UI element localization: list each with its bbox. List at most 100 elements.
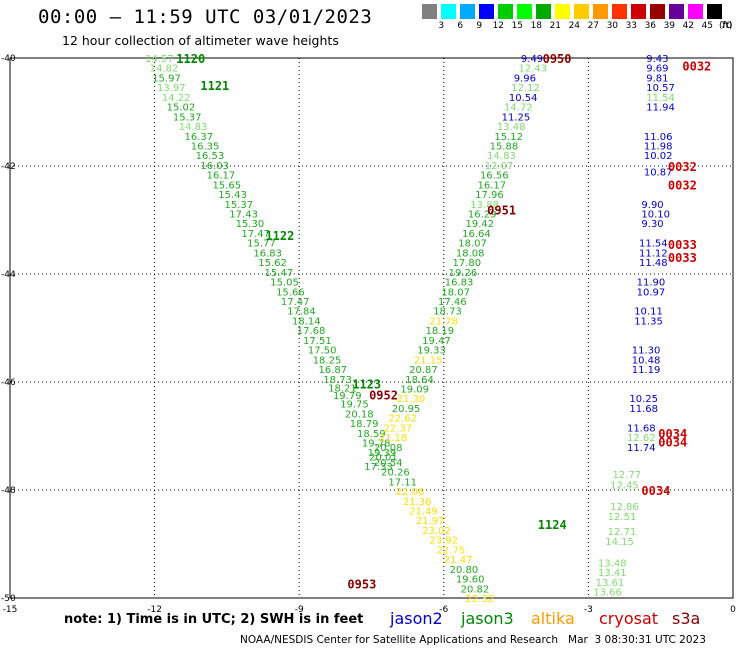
wave-height-point: 21.97 [416, 516, 445, 527]
wave-height-point: 15.30 [236, 219, 265, 230]
satellite-label: jason2 [390, 609, 443, 628]
wave-height-point: 14.57 [145, 54, 174, 65]
wave-height-point: 17.47 [241, 229, 270, 240]
legend-label: 9 [476, 21, 483, 31]
wave-height-point: 19.79 [333, 391, 362, 402]
time-label: 0951 [487, 203, 516, 217]
wave-height-point: 17.11 [388, 477, 417, 488]
wave-height-point: 9.96 [514, 73, 536, 84]
time-label: 0953 [347, 578, 376, 592]
wave-height-point: 10.48 [632, 355, 661, 366]
satellite-label: jason3 [461, 609, 514, 628]
wave-height-point: 11.54 [639, 239, 668, 250]
wave-height-point: 22.32 [465, 594, 494, 605]
wave-height-point: 11.06 [644, 132, 673, 143]
wave-height-point: 15.37 [224, 200, 253, 211]
wave-height-point: 11.19 [632, 365, 661, 376]
y-tick-label: -42 [1, 162, 16, 172]
wave-height-point: 11.94 [646, 103, 675, 114]
wave-height-point: 14.22 [162, 93, 191, 104]
wave-height-point: 15.97 [152, 73, 181, 84]
wave-height-point: 17.80 [452, 258, 481, 269]
wave-height-point: 18.19 [425, 326, 454, 337]
wave-height-point: 10.97 [637, 287, 666, 298]
satellite-label: cryosat [599, 609, 659, 628]
wave-height-point: 16.37 [184, 132, 213, 143]
legend-swatch [669, 4, 684, 19]
legend-swatch [517, 4, 532, 19]
y-tick-label: -48 [1, 486, 16, 496]
legend-label: 45 [701, 21, 714, 31]
wave-height-point: 12.07 [485, 161, 514, 172]
wave-height-point: 9.43 [646, 54, 668, 65]
wave-height-point: 13.66 [593, 588, 622, 599]
wave-height-point: 15.05 [270, 278, 299, 289]
time-label: 0034 [641, 484, 670, 498]
wave-height-point: 18.59 [357, 429, 386, 440]
time-label: 1122 [265, 229, 294, 243]
wave-height-point: 22.75 [437, 545, 466, 556]
x-tick-label: 0 [730, 605, 736, 615]
time-label: 0032 [668, 178, 697, 192]
time-label: 1123 [352, 378, 381, 392]
y-tick-label: -46 [1, 378, 16, 388]
wave-height-point: 15.65 [212, 180, 241, 191]
wave-height-point: 20.80 [450, 565, 479, 576]
wave-height-point: 10.02 [644, 151, 673, 162]
wave-height-point: 19.42 [465, 219, 494, 230]
wave-height-point: 16.35 [191, 141, 220, 152]
legend-label: 24 [568, 21, 581, 31]
footer-credit: NOAA/NESDIS Center for Satellite Applica… [240, 634, 706, 646]
wave-height-point: 13.88 [470, 200, 499, 211]
time-label: 0033 [668, 238, 697, 252]
wave-height-point: 12.51 [608, 512, 637, 523]
wave-height-point: 15.66 [276, 287, 305, 298]
wave-height-point: 13.48 [497, 122, 526, 133]
wave-height-point: 12.77 [613, 470, 642, 481]
legend-label: 36 [644, 21, 657, 31]
wave-height-point: 11.35 [634, 316, 663, 327]
chart-title: 00:00 – 11:59 UTC 03/01/2023 [38, 6, 373, 28]
wave-height-point: 16.87 [318, 365, 347, 376]
wave-height-point: 16.03 [200, 161, 229, 172]
wave-height-point: 14.83 [487, 151, 516, 162]
y-tick-label: -50 [1, 594, 16, 604]
legend-label: 42 [682, 21, 695, 31]
wave-height-point: 12.45 [610, 481, 639, 492]
wave-height-point: 21.15 [414, 355, 443, 366]
time-label: 1124 [538, 518, 567, 532]
wave-height-point: 11.48 [639, 258, 668, 269]
wave-height-point: 20.87 [409, 365, 438, 376]
legend-label: 21 [549, 21, 562, 31]
legend-label: 12 [492, 21, 505, 31]
wave-height-point: 10.54 [509, 93, 538, 104]
legend-swatch [612, 4, 627, 19]
wave-height-point: 19.39 [368, 448, 397, 459]
wave-height-point: 14.82 [150, 64, 179, 75]
wave-height-point: 18.79 [350, 419, 379, 430]
wave-height-point: 12.86 [610, 502, 639, 513]
legend-swatch [574, 4, 589, 19]
wave-height-point: 23.92 [429, 536, 458, 547]
wave-height-point: 16.17 [207, 171, 236, 182]
wave-height-point: 15.37 [173, 112, 202, 123]
wave-height-point: 16.56 [480, 171, 509, 182]
wave-height-point: 10.57 [646, 83, 675, 94]
wave-height-point: 15.62 [258, 258, 287, 269]
wave-height-point: 20.01 [369, 453, 398, 464]
wave-height-point: 15.43 [218, 190, 247, 201]
wave-height-point: 11.98 [644, 141, 673, 152]
legend-swatch [422, 4, 437, 19]
wave-height-point: 18.07 [458, 239, 487, 250]
time-label: 0034 [658, 427, 687, 441]
wave-height-point: 20.95 [392, 404, 421, 415]
y-tick-label: -44 [1, 270, 16, 280]
wave-height-point: 18.25 [313, 355, 342, 366]
wave-height-point: 22.37 [384, 423, 413, 434]
wave-height-point: 14.15 [605, 537, 634, 548]
wave-height-point: 20.18 [345, 409, 374, 420]
wave-height-point: 13.48 [598, 558, 627, 569]
time-label: 0034 [658, 435, 687, 449]
wave-height-point: 9.49 [521, 54, 543, 65]
